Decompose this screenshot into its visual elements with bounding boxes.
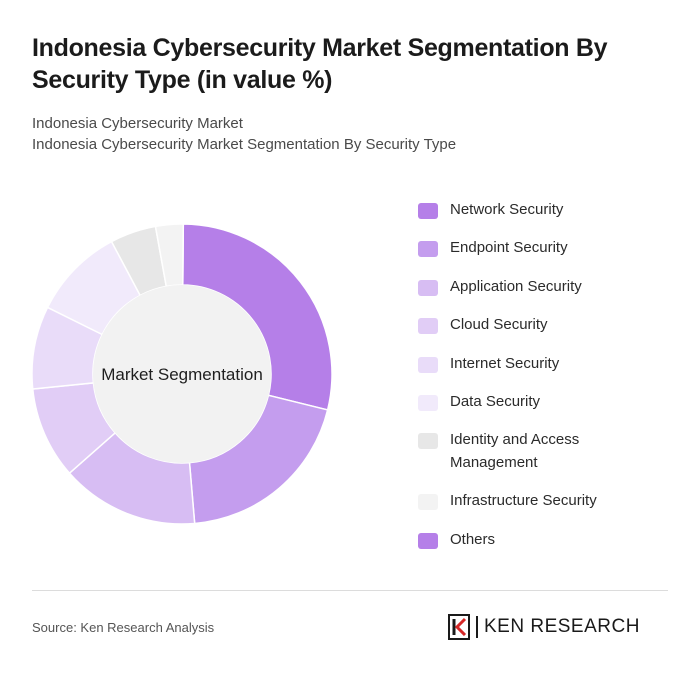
legend-item[interactable]: Identity and Access Management	[418, 428, 678, 474]
legend-item[interactable]: Internet Security	[418, 352, 678, 375]
donut-center	[93, 285, 271, 463]
source-note: Source: Ken Research Analysis	[32, 620, 215, 635]
chart-subtitle: Indonesia Cybersecurity Market Indonesia…	[32, 113, 672, 155]
donut-chart-svg: Market Segmentation	[31, 223, 333, 525]
legend-swatch	[418, 494, 438, 510]
subtitle-line-1: Indonesia Cybersecurity Market	[32, 115, 243, 132]
legend-label: Identity and Access Management	[450, 431, 580, 471]
brand-wordmark: KEN RESEARCH	[484, 616, 640, 637]
ken-research-k-logo-icon	[448, 614, 470, 640]
legend-swatch	[418, 280, 438, 296]
legend-item[interactable]: Network Security	[418, 198, 678, 221]
legend-swatch	[418, 433, 438, 449]
legend-label: Others	[450, 531, 496, 548]
legend-label: Network Security	[450, 201, 564, 218]
legend-item[interactable]: Infrastructure Security	[418, 489, 678, 512]
legend-swatch	[418, 357, 438, 373]
footer-divider	[32, 590, 668, 591]
subtitle-line-2: Indonesia Cybersecurity Market Segmentat…	[32, 136, 457, 153]
legend-swatch	[418, 318, 438, 334]
legend-item[interactable]: Data Security	[418, 390, 678, 413]
legend-item[interactable]: Others	[418, 528, 678, 551]
legend-label: Infrastructure Security	[450, 492, 597, 509]
logo-separator	[476, 616, 478, 638]
donut-center-label: Market Segmentation	[101, 365, 263, 384]
legend-swatch	[418, 203, 438, 219]
legend-label: Internet Security	[450, 355, 560, 372]
legend-label: Application Security	[450, 278, 582, 295]
legend-label: Data Security	[450, 393, 541, 410]
legend-swatch	[418, 395, 438, 411]
legend-item[interactable]: Application Security	[418, 275, 678, 298]
donut-chart: Market Segmentation	[27, 219, 337, 529]
ken-research-logo: KEN RESEARCH	[447, 614, 640, 640]
legend-label: Cloud Security	[450, 316, 548, 333]
chart-title: Indonesia Cybersecurity Market Segmentat…	[32, 34, 608, 94]
legend-swatch	[418, 533, 438, 549]
legend-item[interactable]: Cloud Security	[418, 313, 678, 336]
legend-item[interactable]: Endpoint Security	[418, 236, 678, 259]
legend-swatch	[418, 241, 438, 257]
legend-label: Endpoint Security	[450, 239, 568, 256]
